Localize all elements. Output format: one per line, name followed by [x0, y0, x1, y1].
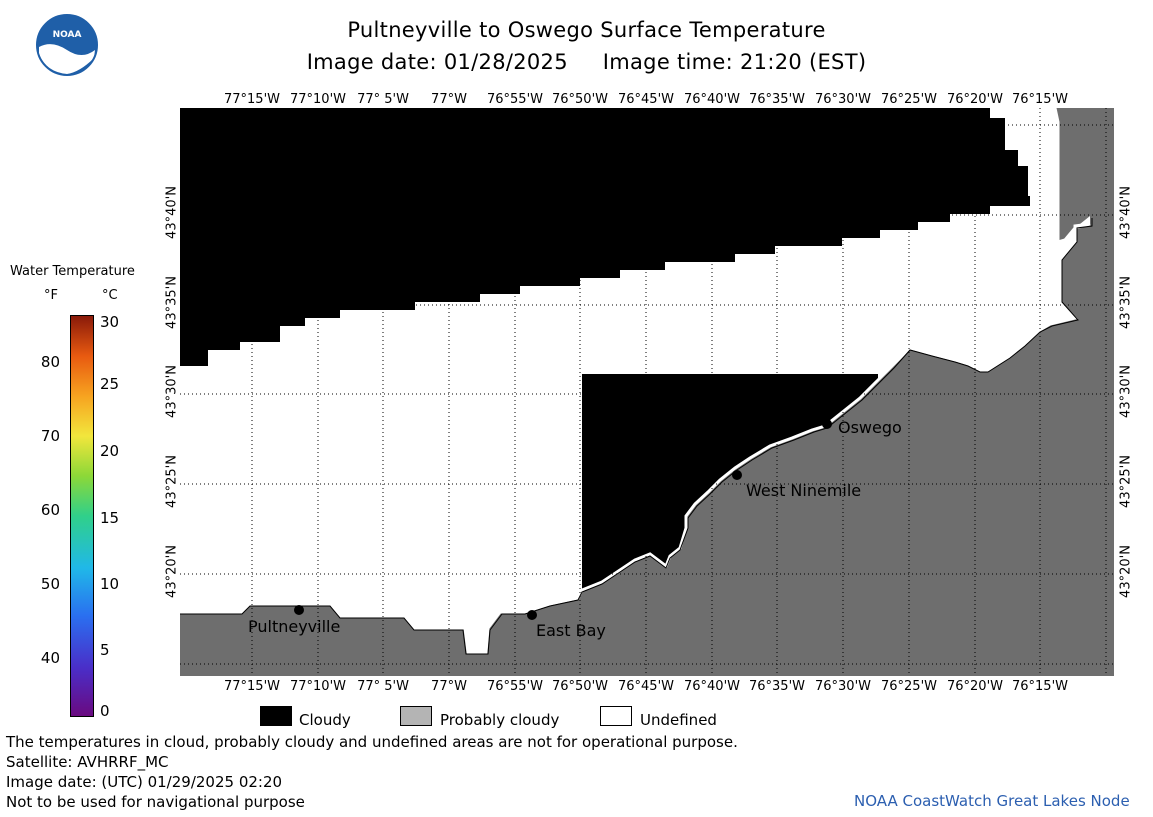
lon-tick-top: 76°45'W	[617, 92, 675, 107]
lat-tick-left: 43°35'N	[164, 276, 180, 329]
lon-tick-top: 76°25'W	[880, 92, 938, 107]
lon-tick-top: 77° 5'W	[357, 92, 409, 107]
lon-tick-bottom: 76°20'W	[946, 679, 1004, 694]
legend-label-probably-cloudy: Probably cloudy	[440, 711, 560, 729]
lon-tick-bottom: 76°45'W	[617, 679, 675, 694]
lon-tick-bottom: 76°30'W	[814, 679, 872, 694]
lat-tick-right: 43°40'N	[1118, 186, 1134, 239]
f-tick: 50	[40, 575, 60, 593]
lon-tick-top: 77°15'W	[223, 92, 281, 107]
c-tick: 10	[100, 575, 120, 593]
place-pultneyville: Pultneyville	[248, 605, 340, 636]
c-tick: 20	[100, 442, 120, 460]
lon-tick-bottom: 76°55'W	[486, 679, 544, 694]
place-west-ninemile: West Ninemile	[732, 470, 861, 500]
place-oswego: Oswego	[822, 418, 902, 437]
legend-swatch-probably-cloudy	[400, 706, 432, 726]
c-tick: 15	[100, 509, 120, 527]
f-tick: 70	[40, 427, 60, 445]
color-scale-bar	[70, 315, 94, 717]
lat-tick-right: 43°25'N	[1118, 455, 1134, 508]
place-east-bay: East Bay	[527, 610, 606, 640]
color-scale-title: Water Temperature	[10, 264, 135, 279]
lat-tick-left: 43°40'N	[164, 186, 180, 239]
c-tick: 25	[100, 375, 120, 393]
lat-tick-left: 43°25'N	[164, 455, 180, 508]
lat-tick-left: 43°20'N	[164, 545, 180, 598]
legend-swatch-cloudy	[260, 706, 292, 726]
cloud-region-north	[180, 108, 1030, 366]
lat-tick-right: 43°20'N	[1118, 545, 1134, 598]
c-tick: 5	[100, 641, 110, 659]
place-label: East Bay	[536, 621, 606, 640]
lon-tick-top: 77°W	[431, 92, 467, 107]
image-date-label: Image date: 01/28/2025	[306, 50, 568, 74]
legend-label-undefined: Undefined	[640, 711, 717, 729]
note-satellite: Satellite: AVHRRF_MC	[6, 753, 169, 771]
lon-tick-top: 76°40'W	[683, 92, 741, 107]
legend-swatch-undefined	[600, 706, 632, 726]
lon-tick-bottom: 76°15'W	[1011, 679, 1069, 694]
lon-tick-bottom: 77° 5'W	[357, 679, 409, 694]
lat-tick-left: 43°30'N	[164, 365, 180, 418]
map-grid	[180, 108, 1114, 676]
lon-tick-top: 76°55'W	[486, 92, 544, 107]
legend-label-cloudy: Cloudy	[299, 711, 351, 729]
lon-tick-top: 76°35'W	[748, 92, 806, 107]
lon-tick-top: 77°10'W	[289, 92, 347, 107]
lon-tick-top: 76°20'W	[946, 92, 1004, 107]
lon-tick-bottom: 76°50'W	[551, 679, 609, 694]
lon-tick-bottom: 77°10'W	[289, 679, 347, 694]
c-tick: 0	[100, 702, 110, 720]
lon-tick-bottom: 76°25'W	[880, 679, 938, 694]
noaa-logo: NOAA	[36, 14, 98, 76]
lon-tick-top: 76°15'W	[1011, 92, 1069, 107]
land-region	[180, 108, 1114, 676]
lat-tick-right: 43°30'N	[1118, 365, 1134, 418]
place-label: West Ninemile	[746, 481, 861, 500]
lon-tick-top: 76°30'W	[814, 92, 872, 107]
lat-tick-right: 43°35'N	[1118, 276, 1134, 329]
unit-fahrenheit: °F	[44, 288, 58, 303]
lon-tick-bottom: 76°35'W	[748, 679, 806, 694]
cloud-region-central	[582, 374, 878, 590]
lon-tick-bottom: 77°15'W	[223, 679, 281, 694]
f-tick: 60	[40, 501, 60, 519]
note-operational: The temperatures in cloud, probably clou…	[6, 733, 738, 751]
lon-tick-bottom: 77°W	[431, 679, 467, 694]
f-tick: 40	[40, 649, 60, 667]
image-date-time: Image date: 01/28/2025 Image time: 21:20…	[10, 50, 1153, 74]
logo-text: NOAA	[53, 30, 82, 40]
image-time-label: Image time: 21:20 (EST)	[602, 50, 867, 74]
f-tick: 80	[40, 353, 60, 371]
c-tick: 30	[100, 313, 120, 331]
note-image-date-utc: Image date: (UTC) 01/29/2025 02:20	[6, 773, 283, 791]
page-title: Pultneyville to Oswego Surface Temperatu…	[347, 18, 826, 42]
credit-text: NOAA CoastWatch Great Lakes Node	[854, 792, 1130, 810]
note-navigation: Not to be used for navigational purpose	[6, 793, 305, 811]
shoreline	[180, 108, 1091, 654]
unit-celsius: °C	[102, 288, 118, 303]
lon-tick-top: 76°50'W	[551, 92, 609, 107]
place-label: Oswego	[838, 418, 902, 437]
lon-tick-bottom: 76°40'W	[683, 679, 741, 694]
place-label: Pultneyville	[248, 617, 340, 636]
temperature-map: Pultneyville East Bay West Ninemile Oswe…	[180, 108, 1114, 676]
